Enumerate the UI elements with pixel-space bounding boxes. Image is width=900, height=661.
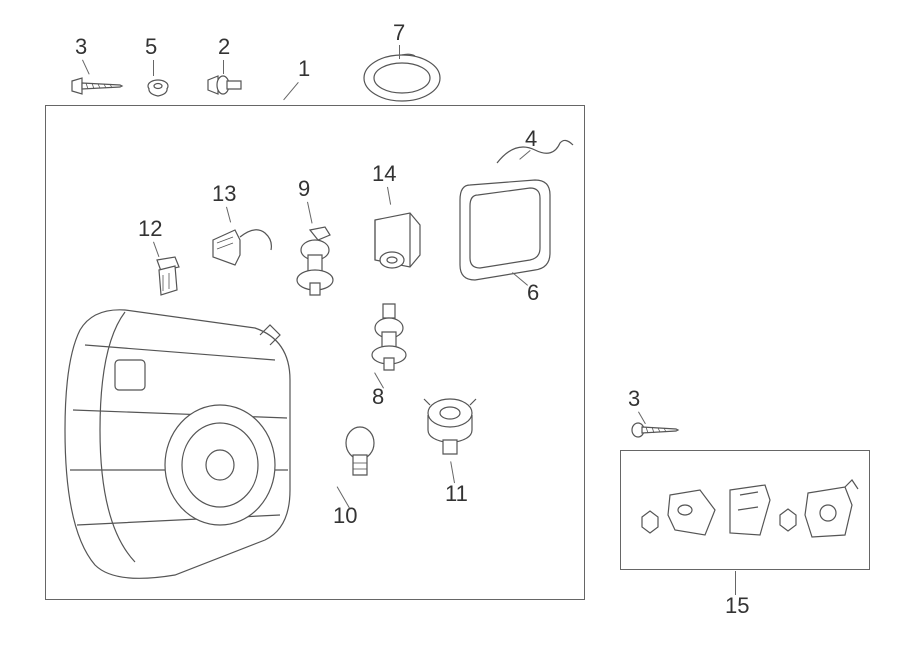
callout-13: 13 [212, 183, 236, 205]
callout-12: 12 [138, 218, 162, 240]
leader-5 [153, 60, 154, 76]
callout-4: 4 [525, 128, 537, 150]
callout-1: 1 [298, 58, 310, 80]
part-bulb-9 [290, 225, 340, 300]
callout-3b: 3 [628, 388, 640, 410]
part-headlamp-assembly [55, 300, 305, 590]
part-ring-cap [360, 50, 445, 105]
part-grommet [145, 78, 171, 100]
part-connector [205, 215, 275, 270]
part-repair-kit [630, 465, 860, 555]
leader-7 [399, 45, 400, 59]
callout-14: 14 [372, 163, 396, 185]
part-screw-top [70, 75, 125, 97]
callout-10: 10 [333, 505, 357, 527]
leader-3a [82, 60, 90, 75]
part-holder [360, 205, 430, 275]
leader-1 [283, 82, 299, 100]
part-wedge-bulb [145, 255, 185, 305]
callout-8: 8 [372, 386, 384, 408]
part-socket [420, 395, 480, 460]
callout-11: 11 [445, 483, 468, 505]
callout-15: 15 [725, 595, 749, 617]
callout-3a: 3 [75, 36, 87, 58]
callout-5: 5 [145, 36, 157, 58]
part-bolt [205, 72, 245, 100]
leader-15 [735, 571, 736, 595]
callout-2: 2 [218, 36, 230, 58]
callout-6: 6 [527, 282, 539, 304]
part-bulb-round [340, 425, 380, 485]
callout-7: 7 [393, 22, 405, 44]
part-gasket [450, 170, 560, 290]
callout-9: 9 [298, 178, 310, 200]
leader-2 [223, 60, 224, 74]
part-screw-kit [630, 420, 680, 440]
part-bulb-8 [365, 300, 415, 375]
